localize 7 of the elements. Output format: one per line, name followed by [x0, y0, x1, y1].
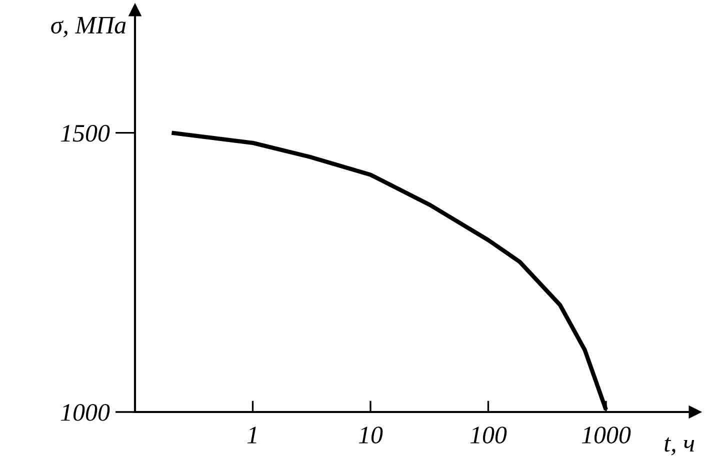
- x-tick-label: 100: [470, 426, 507, 444]
- y-tick-label: 1500: [60, 124, 110, 142]
- y-axis-title: σ, МПа: [51, 17, 126, 38]
- x-axis-title: t, ч: [664, 437, 694, 456]
- x-tick-label: 1000: [582, 426, 631, 444]
- x-tick-label: 1: [247, 426, 256, 444]
- x-tick-label: 10: [358, 426, 383, 444]
